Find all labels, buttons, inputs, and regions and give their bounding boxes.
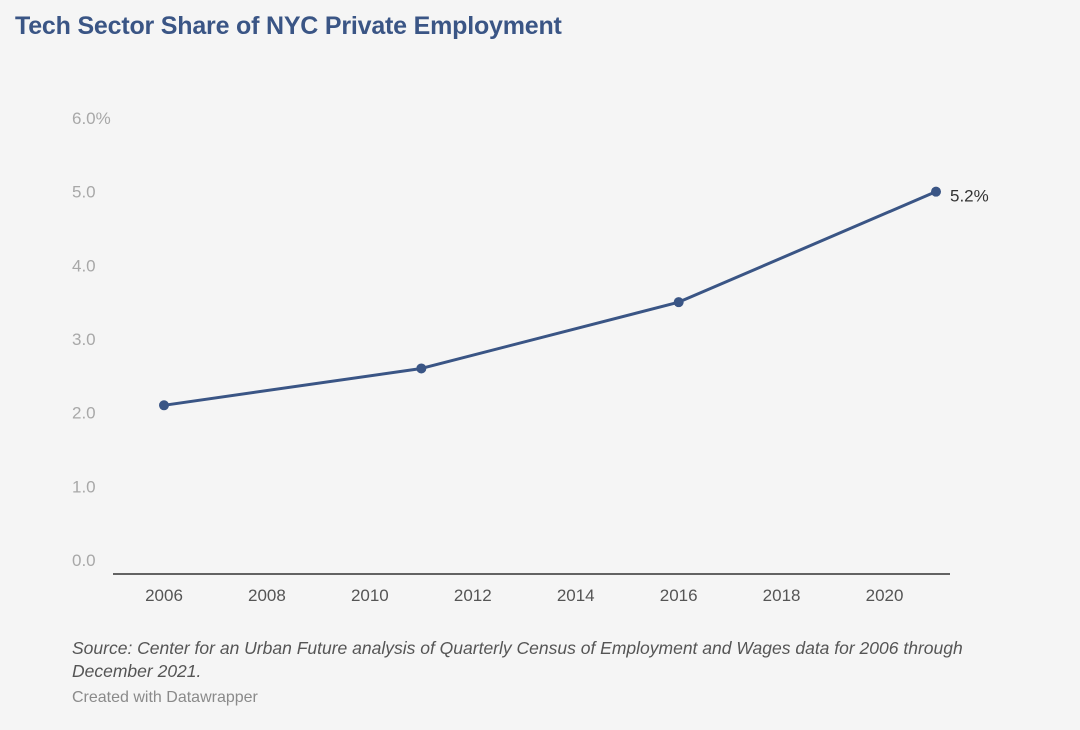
data-point [416, 363, 427, 374]
x-tick-label: 2020 [866, 586, 904, 605]
y-tick-label: 0.0 [72, 551, 96, 570]
x-tick-label: 2008 [248, 586, 286, 605]
x-tick-label: 2016 [660, 586, 698, 605]
chart-title: Tech Sector Share of NYC Private Employm… [15, 12, 562, 40]
data-point [159, 400, 169, 411]
x-tick-label: 2010 [351, 586, 389, 605]
x-tick-label: 2014 [557, 586, 595, 605]
y-axis-ticks: 0.0 1.0 2.0 3.0 4.0 5.0 6.0% [72, 109, 111, 570]
x-tick-label: 2012 [454, 586, 492, 605]
x-tick-label: 2018 [763, 586, 801, 605]
series-group [159, 186, 941, 411]
y-tick-label: 3.0 [72, 330, 96, 349]
y-tick-label: 5.0 [72, 183, 96, 202]
x-tick-label: 2006 [145, 586, 183, 605]
data-point [931, 186, 941, 197]
line-chart: 0.01.02.03.04.05.06.0% 2006 2008 2010 2012 2… [72, 109, 989, 605]
y-tick-label: 1.0 [72, 477, 96, 496]
x-axis-ticks: 2006 2008 2010 2012 2014 2016 2018 2020 [145, 586, 903, 605]
y-tick-label: 4.0 [72, 256, 96, 275]
y-tick-label: 2.0 [72, 404, 96, 423]
credit-link[interactable]: Created with Datawrapper [72, 689, 258, 706]
y-tick-label: 6.0% [72, 109, 111, 128]
annotations-group: 5.2% [950, 187, 989, 206]
series-line [162, 190, 938, 407]
data-point [673, 297, 684, 308]
data-label: 5.2% [950, 187, 989, 206]
source-note: Source: Center for an Urban Future analy… [72, 638, 963, 681]
